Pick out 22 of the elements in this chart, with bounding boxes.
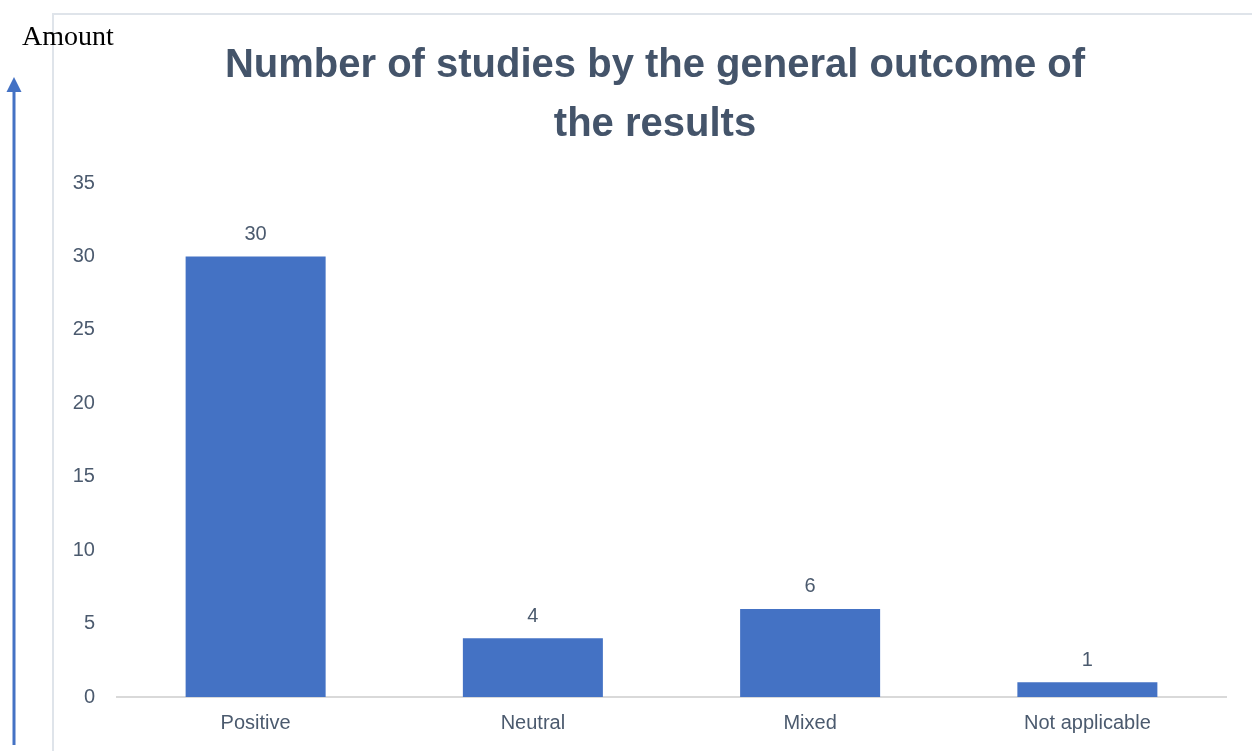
x-tick-label: Mixed	[783, 710, 837, 733]
y-tick-label: 10	[72, 537, 95, 560]
data-label: 30	[244, 221, 267, 244]
y-tick-label: 0	[83, 684, 95, 707]
y-tick-label: 20	[72, 390, 95, 413]
y-tick-label: 25	[72, 317, 95, 340]
y-axis-title: Amount	[22, 20, 114, 52]
bar	[1017, 682, 1158, 697]
x-tick-label: Neutral	[500, 710, 566, 733]
data-label: 6	[804, 574, 816, 597]
y-tick-label: 15	[72, 464, 95, 487]
y-tick-label: 35	[72, 170, 95, 193]
y-tick-label: 5	[83, 611, 95, 634]
data-label: 1	[1081, 647, 1093, 670]
x-tick-label: Not applicable	[1024, 710, 1151, 733]
bar	[462, 638, 603, 697]
data-label: 4	[527, 603, 539, 626]
y-tick-label: 30	[72, 243, 95, 266]
bar	[740, 608, 881, 697]
chart-title: Number of studies by the general outcome of the results	[223, 40, 1087, 146]
bar	[185, 256, 326, 697]
x-tick-label: Positive	[220, 710, 291, 733]
